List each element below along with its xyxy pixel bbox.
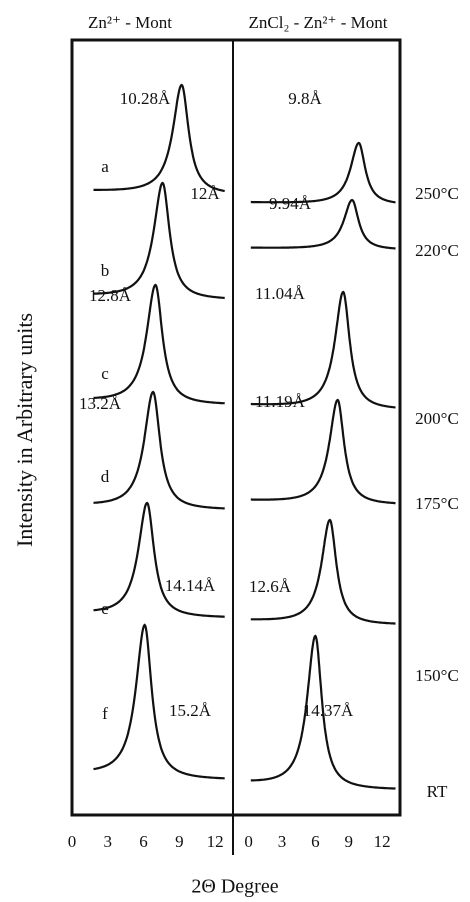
- peak-label: 11.04Å: [255, 284, 306, 303]
- diffraction-curve: [250, 634, 396, 790]
- peak-label: 9.8Å: [288, 89, 322, 108]
- peak-label: 10.28Å: [120, 89, 171, 108]
- peak-label: 14.37Å: [303, 701, 354, 720]
- diffraction-curve: [93, 501, 225, 618]
- temperature-label: RT: [427, 782, 448, 801]
- panel-title: Zn²⁺ - Mont: [88, 13, 172, 32]
- series-label: b: [101, 261, 110, 280]
- temperature-label: 250°C: [415, 184, 459, 203]
- frame: [70, 38, 402, 817]
- series-label: e: [101, 599, 109, 618]
- x-tick-label: 0: [68, 832, 77, 851]
- diffraction-curve: [250, 198, 396, 250]
- panel-title: ZnCl₂ - Zn²⁺ - Mont: [249, 13, 388, 32]
- diffraction-curve: [93, 181, 225, 299]
- diffraction-curve: [250, 290, 396, 409]
- diffraction-curve: [93, 283, 225, 405]
- peak-label: 15.2Å: [169, 701, 212, 720]
- diffraction-curve: [93, 83, 225, 193]
- peak-label: 9.94Å: [269, 194, 312, 213]
- diffraction-curve: [250, 398, 396, 505]
- series-label: d: [101, 467, 110, 486]
- diffraction-curve: [93, 390, 225, 510]
- x-tick-label: 6: [139, 832, 148, 851]
- x-tick-label: 9: [175, 832, 184, 851]
- peak-label: 14.14Å: [165, 576, 216, 595]
- diffraction-curve: [93, 623, 225, 780]
- x-tick-label: 3: [104, 832, 113, 851]
- series-label: c: [101, 364, 109, 383]
- peak-label: 13.2Å: [79, 394, 122, 413]
- temperature-label: 220°C: [415, 241, 459, 260]
- diffraction-curve: [250, 141, 396, 204]
- temperature-label: 150°C: [415, 666, 459, 685]
- series-label: a: [101, 157, 109, 176]
- diffraction-curve: [250, 518, 396, 625]
- x-tick-label: 0: [244, 832, 253, 851]
- peak-label: 12.8Å: [89, 286, 132, 305]
- peak-label: 12Å: [190, 184, 220, 203]
- x-tick-label: 3: [278, 832, 287, 851]
- series-label: f: [102, 704, 108, 723]
- x-tick-label: 12: [374, 832, 391, 851]
- x-tick-label: 9: [345, 832, 354, 851]
- temperature-label: 175°C: [415, 494, 459, 513]
- x-tick-label: 12: [207, 832, 224, 851]
- x-tick-label: 6: [311, 832, 320, 851]
- temperature-label: 200°C: [415, 409, 459, 428]
- y-axis-label: Intensity in Arbitrary units: [12, 313, 37, 547]
- peak-label: 11.19Å: [255, 392, 306, 411]
- x-axis-label: 2Θ Degree: [191, 876, 278, 898]
- peak-label: 12.6Å: [249, 577, 292, 596]
